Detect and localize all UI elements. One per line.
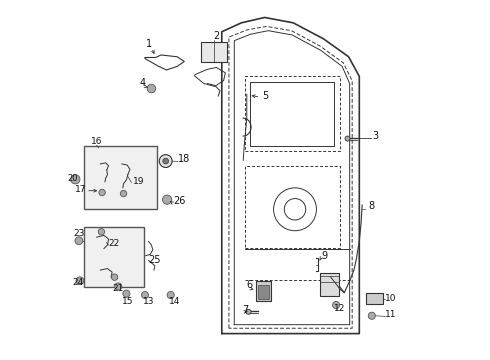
Text: 4: 4 bbox=[140, 78, 146, 89]
Circle shape bbox=[333, 301, 340, 309]
Circle shape bbox=[75, 237, 83, 245]
Circle shape bbox=[246, 309, 251, 314]
Bar bbox=[83, 227, 144, 287]
Text: 11: 11 bbox=[386, 310, 397, 319]
Text: 17: 17 bbox=[75, 185, 86, 194]
Circle shape bbox=[123, 290, 130, 297]
Circle shape bbox=[142, 292, 148, 298]
Text: 20: 20 bbox=[67, 174, 77, 183]
Bar bbox=[83, 146, 157, 208]
Text: 23: 23 bbox=[74, 229, 85, 238]
Text: 6: 6 bbox=[247, 280, 253, 290]
Circle shape bbox=[111, 274, 118, 280]
Circle shape bbox=[115, 283, 122, 290]
Text: 10: 10 bbox=[386, 294, 397, 303]
Circle shape bbox=[159, 155, 172, 167]
Circle shape bbox=[76, 277, 84, 285]
Text: 14: 14 bbox=[169, 297, 180, 306]
Text: 16: 16 bbox=[91, 137, 102, 146]
Text: 24: 24 bbox=[73, 278, 84, 287]
Bar bbox=[256, 281, 270, 301]
Circle shape bbox=[98, 229, 104, 235]
Text: 9: 9 bbox=[322, 251, 328, 261]
Circle shape bbox=[163, 195, 172, 204]
Circle shape bbox=[345, 136, 350, 141]
Text: 7: 7 bbox=[242, 305, 248, 315]
Bar bbox=[258, 285, 269, 299]
Circle shape bbox=[163, 158, 169, 164]
Text: 5: 5 bbox=[262, 91, 269, 100]
Text: 2: 2 bbox=[213, 31, 219, 41]
Circle shape bbox=[71, 175, 80, 184]
Text: 15: 15 bbox=[122, 297, 133, 306]
Text: 21: 21 bbox=[112, 284, 123, 293]
Text: 1: 1 bbox=[146, 39, 152, 49]
Circle shape bbox=[368, 312, 375, 319]
Text: 26: 26 bbox=[173, 196, 186, 206]
Bar bbox=[320, 273, 339, 296]
Text: 12: 12 bbox=[334, 305, 345, 314]
Text: 25: 25 bbox=[148, 255, 160, 265]
Circle shape bbox=[99, 189, 105, 196]
Bar bbox=[201, 42, 227, 62]
Circle shape bbox=[147, 84, 156, 93]
Text: 18: 18 bbox=[178, 154, 190, 165]
Circle shape bbox=[167, 292, 174, 298]
Text: 22: 22 bbox=[109, 239, 120, 248]
Bar bbox=[367, 293, 383, 304]
Text: 8: 8 bbox=[368, 201, 374, 211]
Circle shape bbox=[121, 190, 127, 197]
Text: 19: 19 bbox=[132, 176, 144, 185]
Text: 13: 13 bbox=[143, 297, 155, 306]
Text: 3: 3 bbox=[372, 131, 379, 141]
